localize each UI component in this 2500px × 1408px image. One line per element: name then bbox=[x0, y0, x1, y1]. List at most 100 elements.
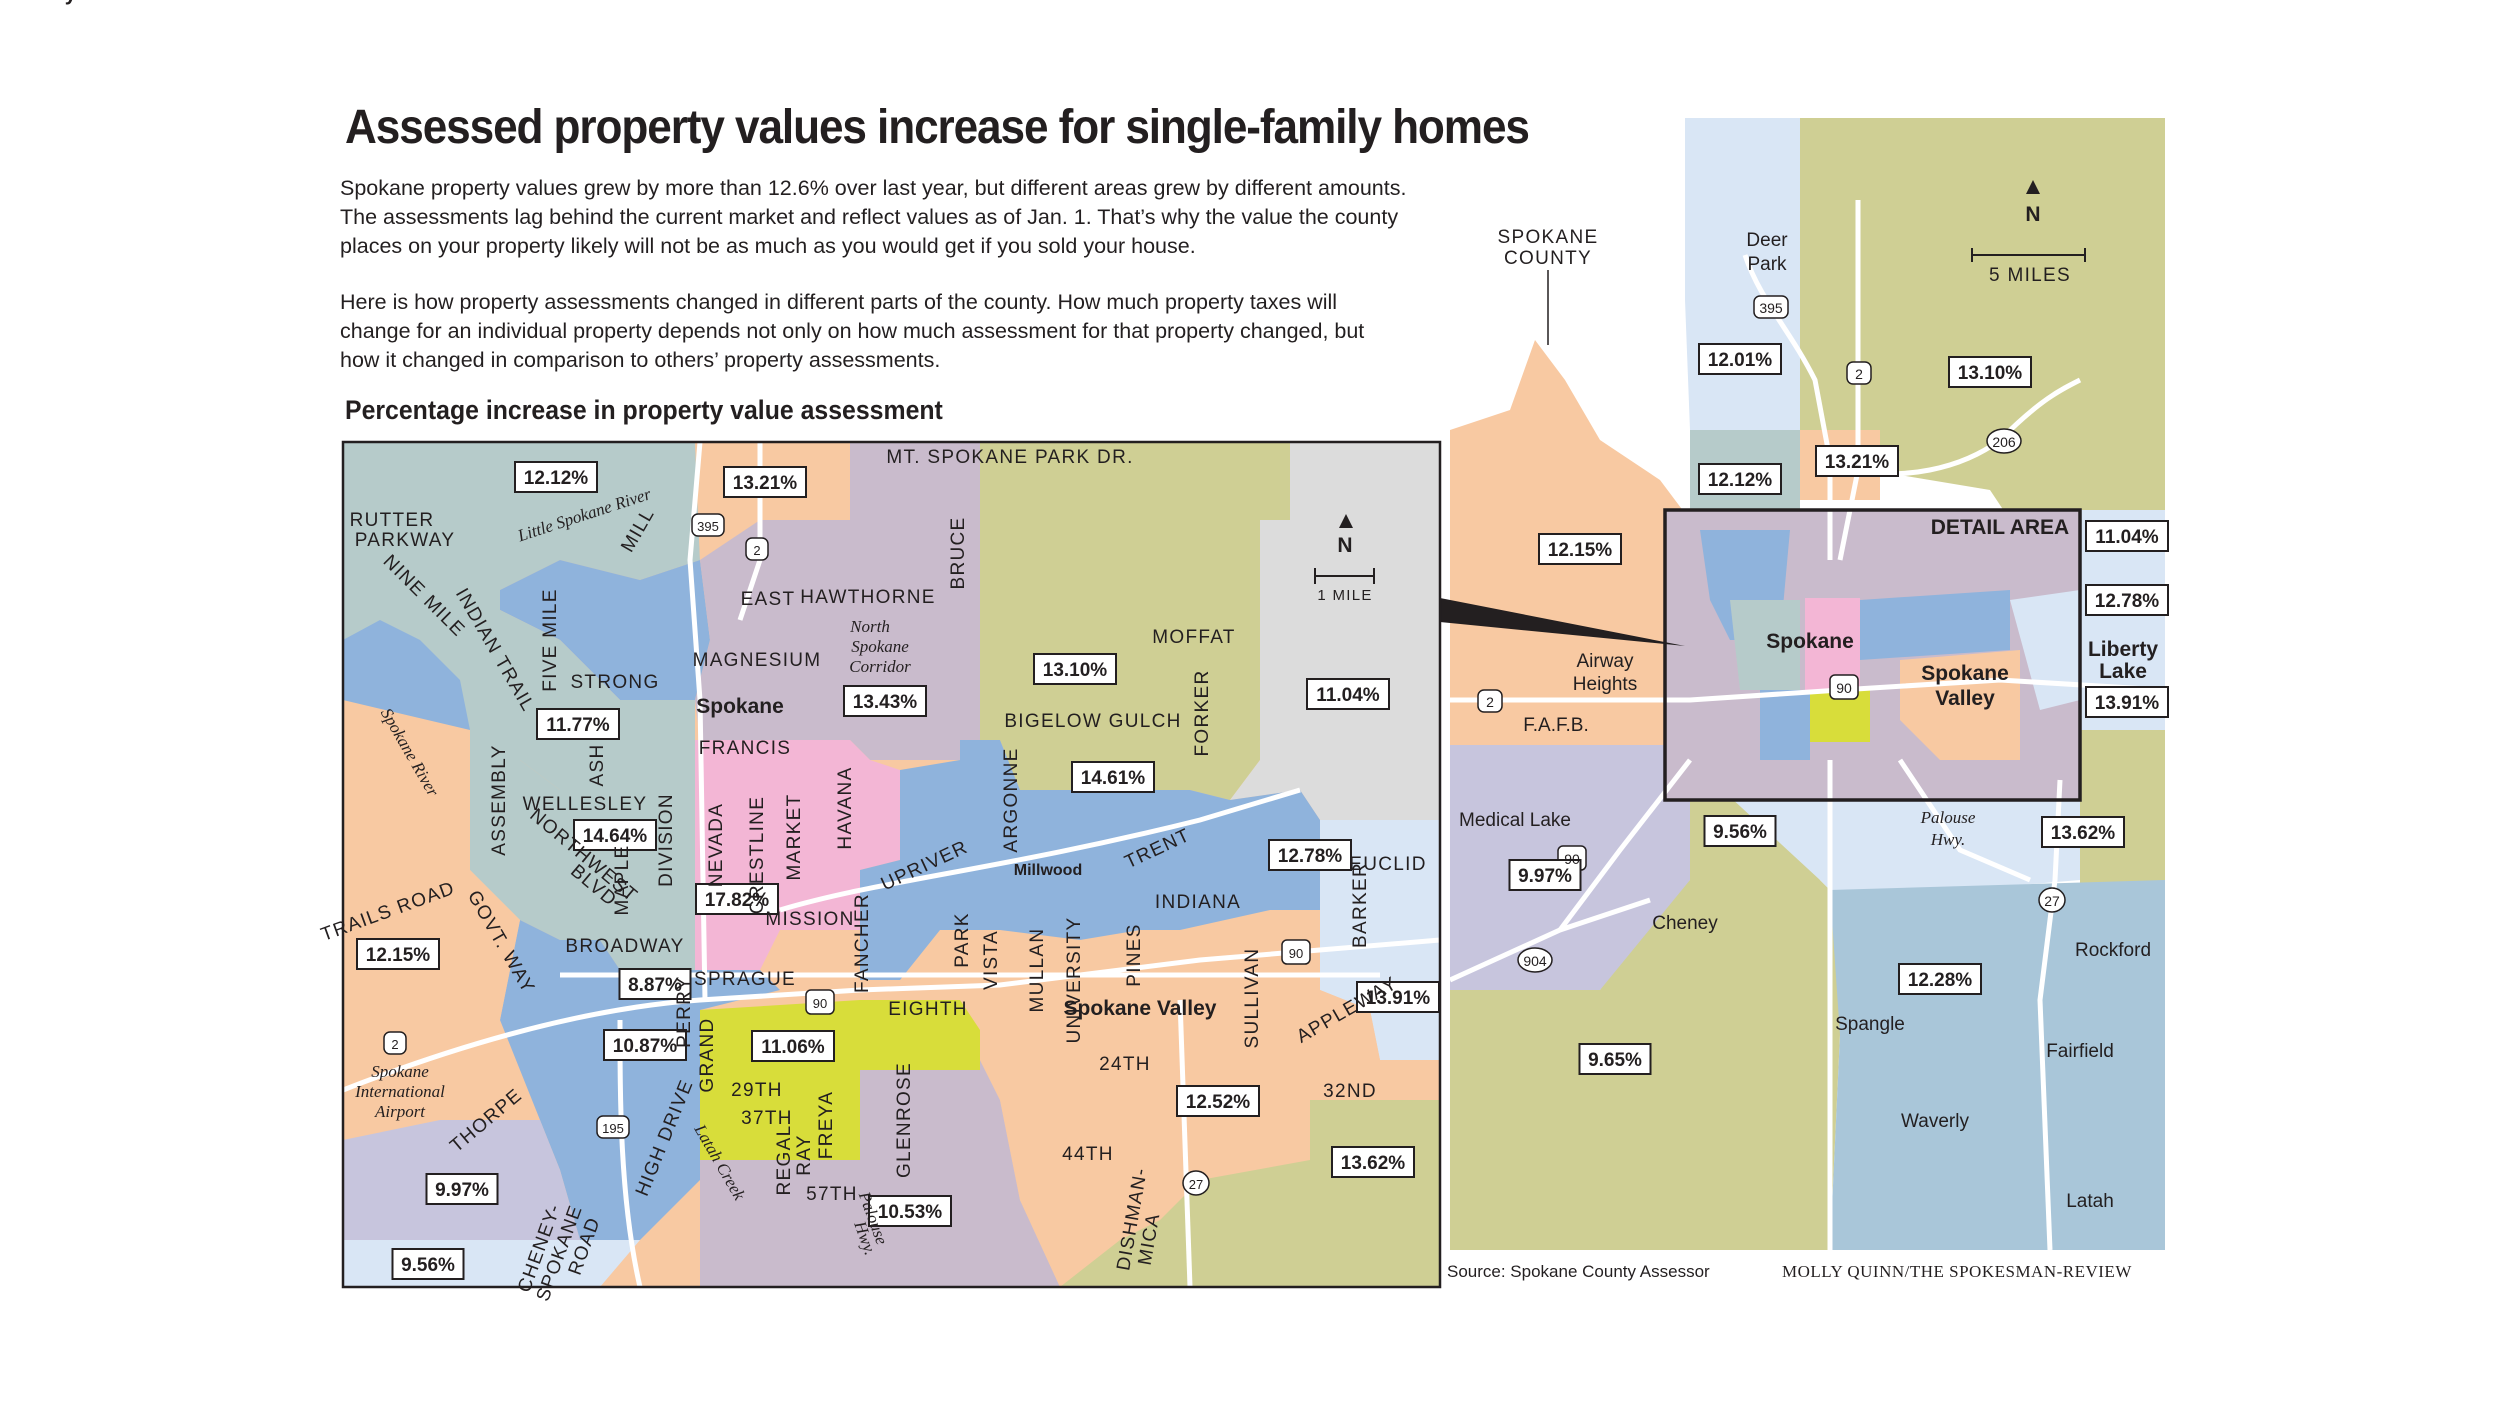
hwy-904-shield-icon bbox=[1517, 947, 1553, 973]
shield-number: 90 bbox=[1289, 946, 1303, 961]
palouse-hwy-label: Hwy. bbox=[1930, 830, 1965, 849]
street-label: FREYA bbox=[816, 1091, 837, 1159]
percent-label: 13.10% bbox=[1958, 363, 2023, 384]
percent-label: 12.78% bbox=[1278, 846, 1343, 867]
percent-label-box bbox=[1815, 445, 1899, 477]
palouse-hwy-label: Palouse bbox=[1920, 808, 1976, 827]
percent-label-box bbox=[1071, 761, 1155, 793]
percent-label: 11.77% bbox=[546, 715, 609, 736]
street-label: ASSEMBLY bbox=[489, 744, 510, 855]
north-label: N bbox=[2025, 203, 2040, 226]
percent-label-box bbox=[2085, 584, 2169, 616]
street-label: FRANCIS bbox=[699, 738, 792, 759]
region-north-blue bbox=[500, 560, 710, 700]
hwy-27-detail-shield-icon bbox=[1182, 1170, 1210, 1196]
detail-north-label: N bbox=[1337, 534, 1352, 557]
credit-line: MOLLY QUINN/THE SPOKESMAN-REVIEW bbox=[1782, 1262, 2132, 1281]
place-label: Rockford bbox=[2075, 940, 2151, 961]
percent-label-box bbox=[356, 938, 440, 970]
percent-label: 10.87% bbox=[613, 1036, 678, 1057]
street-label: MULLAN bbox=[1027, 928, 1048, 1013]
road-i90-detail bbox=[343, 937, 1440, 1093]
place-label: Waverly bbox=[1901, 1111, 1969, 1132]
region-rutter-parkway bbox=[343, 442, 700, 590]
shield-number: 395 bbox=[1759, 300, 1783, 316]
detail-text: 12.12% 13.21% 11.77% 14.64% 13.43% 13.10% 11.0… bbox=[0, 0, 1440, 1304]
street-label: MARKET bbox=[784, 794, 805, 881]
place-label-bold: Spokane bbox=[1766, 630, 1854, 653]
percent-label-box bbox=[1508, 859, 1582, 891]
percent-label-box bbox=[1703, 815, 1777, 847]
percent-label-box bbox=[695, 883, 779, 915]
shield-number: 27 bbox=[2044, 893, 2060, 909]
region-detail-blue-e bbox=[1860, 590, 2010, 660]
percent-label-box bbox=[843, 685, 927, 717]
north-arrow-icon bbox=[2026, 180, 2040, 194]
region-1310-olive bbox=[980, 442, 1290, 800]
street-label: RAY bbox=[794, 1134, 815, 1176]
detail-area-label: DETAIL AREA bbox=[1931, 516, 2069, 539]
percent-label: 8.87% bbox=[628, 975, 682, 996]
percent-label-box bbox=[868, 1195, 952, 1227]
italic-label: Corridor bbox=[849, 657, 911, 676]
street-label: BRUCE bbox=[948, 516, 969, 589]
italic-label: International bbox=[354, 1082, 445, 1101]
place-label: Medical Lake bbox=[1459, 810, 1571, 831]
road-us-395 bbox=[1742, 254, 1833, 560]
place-label: Park bbox=[1747, 254, 1787, 275]
shield-number: 90 bbox=[813, 996, 827, 1011]
place-label: Airway bbox=[1576, 651, 1634, 672]
road-palouse-hwy bbox=[1897, 758, 2031, 883]
street-label: INDIANA bbox=[1155, 892, 1241, 913]
street-label: DIVISION bbox=[656, 793, 677, 887]
percent-label: 9.56% bbox=[1713, 822, 1767, 843]
hwy-206-shield-icon bbox=[1986, 428, 2022, 454]
percent-label: 13.91% bbox=[2095, 693, 2160, 714]
street-label: FANCHER bbox=[852, 893, 873, 993]
shield-number: 90 bbox=[1836, 680, 1852, 696]
intro-line: places on your property likely will not … bbox=[340, 234, 1196, 258]
region-lightblue-east bbox=[2080, 510, 2165, 730]
place-label: F.A.F.B. bbox=[1523, 715, 1588, 736]
county-label: SPOKANE bbox=[1498, 227, 1599, 248]
region-southwest-olive bbox=[1450, 760, 1840, 1250]
percent-label-box bbox=[1033, 653, 1117, 685]
street-label: EIGHTH bbox=[888, 999, 968, 1020]
percent-label-box bbox=[1306, 678, 1390, 710]
intro-line: Spokane property values grew by more tha… bbox=[340, 176, 1407, 200]
street-label: VISTA bbox=[981, 930, 1002, 990]
overview-regions bbox=[1450, 118, 2165, 1250]
percent-label-box bbox=[1898, 963, 1982, 995]
road-hwy-27-detail bbox=[1177, 999, 1193, 1287]
street-label: UNIVERSITY bbox=[1064, 916, 1085, 1043]
place-label: Latah bbox=[2066, 1191, 2114, 1212]
shield-number: 27 bbox=[1189, 1177, 1203, 1192]
percent-label: 14.64% bbox=[583, 826, 648, 847]
region-detail-pink bbox=[1805, 598, 1860, 690]
shield-number: 2 bbox=[391, 1037, 398, 1052]
street-label: EUCLID bbox=[1349, 854, 1426, 875]
region-1464-teal bbox=[470, 760, 695, 970]
region-north-olive bbox=[1800, 118, 2165, 520]
detail-scale bbox=[1314, 514, 1375, 584]
percent-label-box bbox=[1538, 533, 1622, 565]
street-label: PARKWAY bbox=[355, 530, 456, 551]
street-label: GRAND bbox=[697, 1017, 718, 1092]
source-note: Source: Spokane County Assessor bbox=[1447, 1262, 1710, 1281]
street-label: 57TH bbox=[806, 1184, 858, 1205]
percent-label: 12.12% bbox=[1708, 470, 1773, 491]
percent-label: 11.04% bbox=[2095, 527, 2158, 548]
explanation-line: how it changed in comparison to others’ … bbox=[340, 348, 941, 372]
street-label: PERRY bbox=[674, 976, 695, 1048]
graphic-title: Assessed property values increase for si… bbox=[345, 101, 1530, 154]
shield-number: 90 bbox=[1564, 851, 1580, 867]
percent-label-box bbox=[1948, 356, 2032, 388]
street-label: REGAL bbox=[774, 1125, 795, 1196]
percent-label: 12.15% bbox=[1548, 540, 1613, 561]
shield-number: 395 bbox=[697, 519, 719, 534]
region-detail-lightblue bbox=[2010, 590, 2080, 710]
percent-label: 11.06% bbox=[761, 1037, 824, 1058]
shield-number: 2 bbox=[1855, 366, 1863, 382]
